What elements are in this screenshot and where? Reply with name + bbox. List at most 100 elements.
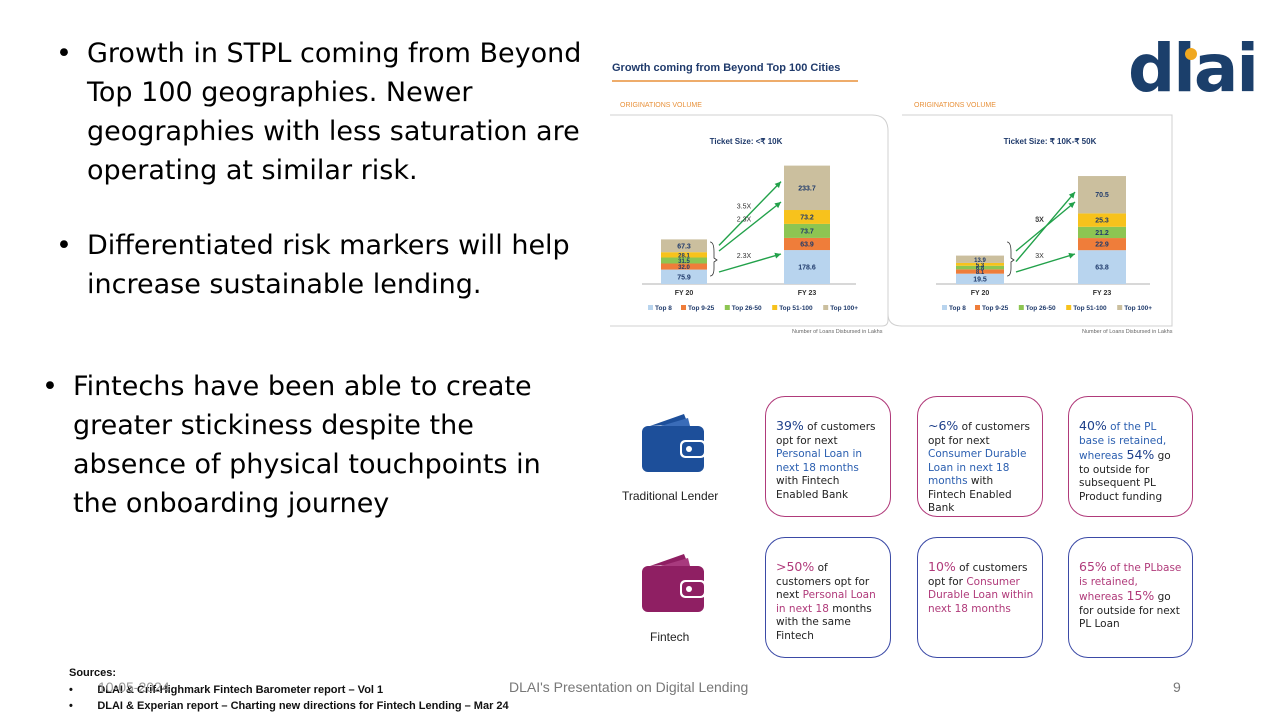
logo-dot bbox=[1185, 48, 1197, 60]
footer-date: 10-05-2024 bbox=[98, 679, 170, 695]
growth-arrow bbox=[718, 201, 782, 252]
footer-title: DLAI's Presentation on Digital Lending bbox=[509, 679, 749, 695]
subtitle-right: ORIGINATIONS VOLUME bbox=[914, 102, 996, 109]
sources-label: Sources: bbox=[69, 667, 117, 679]
category-label: FY 23 bbox=[1093, 290, 1112, 297]
bar-segment bbox=[661, 252, 707, 258]
source-item: • DLAI & Experian report – Charting new … bbox=[69, 700, 509, 712]
arrow-head bbox=[1068, 202, 1075, 209]
data-label: 233.7 bbox=[798, 185, 816, 192]
data-label: 178.6 bbox=[798, 265, 816, 272]
data-label: 25.3 bbox=[1095, 218, 1109, 225]
data-label: 73.7 bbox=[800, 228, 814, 235]
data-label: 19.5 bbox=[973, 276, 987, 283]
growth-arrow bbox=[1015, 253, 1076, 273]
legend-swatch bbox=[975, 305, 980, 310]
data-label: 8.1 bbox=[976, 270, 985, 276]
bar-segment bbox=[1078, 250, 1126, 284]
data-label: 31.5 bbox=[678, 259, 690, 265]
data-label: 22.9 bbox=[1095, 242, 1109, 249]
data-label: 75.9 bbox=[677, 274, 691, 281]
arrow-head bbox=[774, 252, 781, 259]
data-label: 63.9 bbox=[800, 241, 814, 248]
fintech-label: Fintech bbox=[650, 630, 690, 644]
group-brace bbox=[709, 241, 718, 277]
chart-title: Growth coming from Beyond Top 100 Cities bbox=[612, 62, 840, 74]
category-label: FY 23 bbox=[798, 290, 817, 297]
dlai-logo: dlai bbox=[1128, 30, 1259, 107]
legend-label: Top 100+ bbox=[830, 305, 858, 312]
arrow-head bbox=[1068, 252, 1075, 259]
bar-segment bbox=[784, 237, 830, 251]
bullet-text: Growth in STPL coming from Beyond Top 10… bbox=[87, 38, 582, 186]
data-label: 5.3 bbox=[976, 263, 985, 269]
legend-swatch bbox=[942, 305, 947, 310]
stat-card-fintech-retention: 65% of the PLbase is retained, whereas 1… bbox=[1068, 537, 1193, 658]
stat-card-fintech-pl: >50% of customers opt for next Personal … bbox=[765, 537, 891, 658]
growth-label: 3.5X bbox=[737, 203, 752, 210]
panel-title: Ticket Size: ₹ 10K-₹ 50K bbox=[1004, 137, 1097, 146]
panel-title: Ticket Size: <₹ 10K bbox=[710, 137, 783, 146]
legend-label: Top 9-25 bbox=[982, 305, 1009, 312]
fintech-wallet-icon bbox=[640, 552, 706, 614]
bullet-text: Fintechs have been able to create greate… bbox=[73, 371, 541, 519]
footnote-right: Number of Loans Disbursed in Lakhs bbox=[1082, 329, 1173, 335]
legend-swatch bbox=[1018, 305, 1024, 310]
stat-card-traditional-pl: 39% of customers opt for next Personal L… bbox=[765, 396, 891, 517]
arrow-head bbox=[774, 202, 781, 209]
bar-segment bbox=[661, 269, 707, 284]
group-brace bbox=[1006, 241, 1015, 277]
legend-label: Top 8 bbox=[949, 305, 966, 312]
arrow-head bbox=[1068, 192, 1075, 199]
bar-segment bbox=[956, 262, 1004, 266]
bar-segment bbox=[956, 265, 1004, 270]
growth-label: 5X bbox=[1035, 217, 1044, 224]
data-label: 28.1 bbox=[678, 253, 690, 259]
bar-segment bbox=[1078, 176, 1126, 214]
legend-swatch bbox=[772, 305, 778, 310]
bar-segment bbox=[784, 250, 830, 284]
category-label: FY 20 bbox=[675, 290, 694, 297]
legend-swatch bbox=[648, 305, 653, 310]
legend-swatch bbox=[1117, 305, 1123, 310]
growth-arrow bbox=[1015, 201, 1076, 252]
legend-label: Top 26-50 bbox=[1026, 305, 1056, 312]
stat-card-traditional-cd: ~6% of customers opt for next Consumer D… bbox=[917, 396, 1043, 517]
legend-swatch bbox=[681, 305, 686, 310]
growth-arrow bbox=[718, 181, 782, 246]
bar-segment bbox=[784, 165, 830, 211]
data-label: 21.2 bbox=[1095, 230, 1109, 237]
bar-segment bbox=[661, 263, 707, 270]
traditional-lender-label: Traditional Lender bbox=[622, 489, 719, 503]
subtitle-left: ORIGINATIONS VOLUME bbox=[620, 102, 702, 109]
bar-segment bbox=[956, 269, 1004, 274]
traditional-wallet-icon bbox=[640, 412, 706, 474]
growth-label: 2.3X bbox=[737, 217, 752, 224]
legend-label: Top 8 bbox=[655, 305, 672, 312]
data-label: 73.2 bbox=[800, 214, 814, 221]
legend-label: Top 51-100 bbox=[1073, 305, 1107, 312]
growth-chart: Growth coming from Beyond Top 100 Cities… bbox=[610, 62, 1173, 335]
data-label: 6.8 bbox=[976, 266, 985, 272]
bar-segment bbox=[1078, 226, 1126, 239]
legend-label: Top 51-100 bbox=[779, 305, 813, 312]
legend-swatch bbox=[1066, 305, 1072, 310]
bar-segment bbox=[956, 273, 1004, 284]
growth-label: 3X bbox=[1035, 253, 1044, 260]
data-label: 70.5 bbox=[1095, 192, 1109, 199]
bar-segment bbox=[661, 257, 707, 264]
growth-label: 2.3X bbox=[737, 253, 752, 260]
stat-card-fintech-cd: 10% of customers opt for Consumer Durabl… bbox=[917, 537, 1043, 658]
category-label: FY 20 bbox=[971, 290, 990, 297]
data-label: 32.0 bbox=[678, 265, 690, 271]
bullet-text: Differentiated risk markers will help in… bbox=[87, 230, 570, 300]
page-number: 9 bbox=[1173, 679, 1181, 695]
data-label: 63.8 bbox=[1095, 265, 1109, 272]
footnote-left: Number of Loans Disbursed in Lakhs bbox=[792, 329, 883, 335]
legend-swatch bbox=[724, 305, 730, 310]
bar-segment bbox=[1078, 238, 1126, 251]
bar-segment bbox=[956, 255, 1004, 263]
bar-segment bbox=[661, 239, 707, 253]
stat-card-traditional-retention: 40% of the PL base is retained, whereas … bbox=[1068, 396, 1193, 517]
data-label: 13.9 bbox=[974, 258, 986, 264]
